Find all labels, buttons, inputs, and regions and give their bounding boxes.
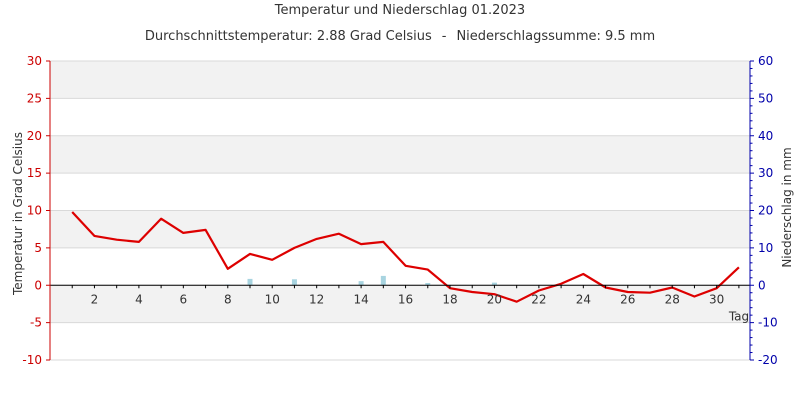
temperature-line bbox=[71, 211, 740, 303]
right-tick-label: 30 bbox=[758, 166, 773, 180]
precipitation-bar bbox=[425, 283, 431, 286]
x-tick-label: 22 bbox=[531, 292, 546, 306]
left-tick-label: 0 bbox=[34, 278, 42, 292]
x-axis-label: Tag bbox=[728, 309, 749, 323]
chart-subtitle: Durchschnittstemperatur: 2.88 Grad Celsi… bbox=[0, 29, 800, 44]
x-tick-label: 28 bbox=[665, 292, 680, 306]
x-tick-label: 14 bbox=[353, 292, 368, 306]
right-y-axis-label: Niederschlag in mm bbox=[780, 147, 794, 267]
background-band bbox=[50, 210, 750, 248]
right-tick-label: 50 bbox=[758, 91, 773, 105]
background-bands bbox=[50, 61, 750, 360]
right-tick-label: 20 bbox=[758, 204, 773, 218]
x-ticks: 2 4 6 8 10 12 14 16 18 20 22 24 26 28 30 bbox=[71, 285, 740, 306]
right-tick-label: 10 bbox=[758, 241, 773, 255]
right-tick-label: 60 bbox=[758, 54, 773, 68]
left-y-ticks: -10 -5 0 5 10 15 20 25 30 bbox=[22, 54, 50, 367]
x-tick-label: 6 bbox=[180, 292, 188, 306]
background-band bbox=[50, 173, 750, 211]
precipitation-bar bbox=[247, 278, 253, 286]
x-tick-label: 16 bbox=[398, 292, 413, 306]
left-tick-label: 25 bbox=[27, 91, 42, 105]
x-tick-label: 20 bbox=[487, 292, 502, 306]
background-band bbox=[50, 322, 750, 360]
precipitation-bar bbox=[291, 279, 297, 286]
left-tick-label: 10 bbox=[27, 204, 42, 218]
subtitle-separator: - bbox=[441, 29, 447, 44]
x-tick-label: 12 bbox=[309, 292, 324, 306]
precipitation-bar bbox=[380, 275, 386, 286]
x-tick-label: 24 bbox=[576, 292, 591, 306]
precipitation-bar bbox=[491, 282, 497, 286]
chart-title: Temperatur und Niederschlag 01.2023 bbox=[274, 3, 526, 18]
precipitation-bar bbox=[358, 281, 364, 286]
background-band bbox=[50, 98, 750, 136]
left-tick-label: 15 bbox=[27, 166, 42, 180]
left-y-axis-label: Temperatur in Grad Celsius bbox=[11, 132, 25, 296]
subtitle-precipitation-sum: Niederschlagssumme: 9.5 mm bbox=[456, 29, 656, 44]
x-tick-label: 8 bbox=[224, 292, 232, 306]
x-tick-label: 30 bbox=[709, 292, 724, 306]
subtitle-average-temperature: Durchschnittstemperatur: 2.88 Grad Celsi… bbox=[144, 29, 432, 44]
right-tick-label: 40 bbox=[758, 129, 773, 143]
x-tick-label: 18 bbox=[442, 292, 457, 306]
left-tick-label: 20 bbox=[27, 129, 42, 143]
background-band bbox=[50, 61, 750, 99]
right-tick-label: -20 bbox=[758, 353, 778, 367]
x-tick-label: 2 bbox=[91, 292, 99, 306]
right-tick-label: -10 bbox=[758, 316, 778, 330]
x-tick-label: 4 bbox=[135, 292, 143, 306]
background-band bbox=[50, 135, 750, 174]
x-tick-label: 10 bbox=[265, 292, 280, 306]
left-tick-label: -5 bbox=[30, 316, 42, 330]
right-tick-label: 0 bbox=[758, 278, 766, 292]
x-tick-label: 26 bbox=[620, 292, 635, 306]
left-tick-label: -10 bbox=[22, 353, 42, 367]
background-band bbox=[50, 247, 750, 286]
left-tick-label: 5 bbox=[34, 241, 42, 255]
left-tick-label: 30 bbox=[27, 54, 42, 68]
right-y-ticks: -20 -10 0 10 20 30 40 50 60 bbox=[750, 54, 778, 367]
